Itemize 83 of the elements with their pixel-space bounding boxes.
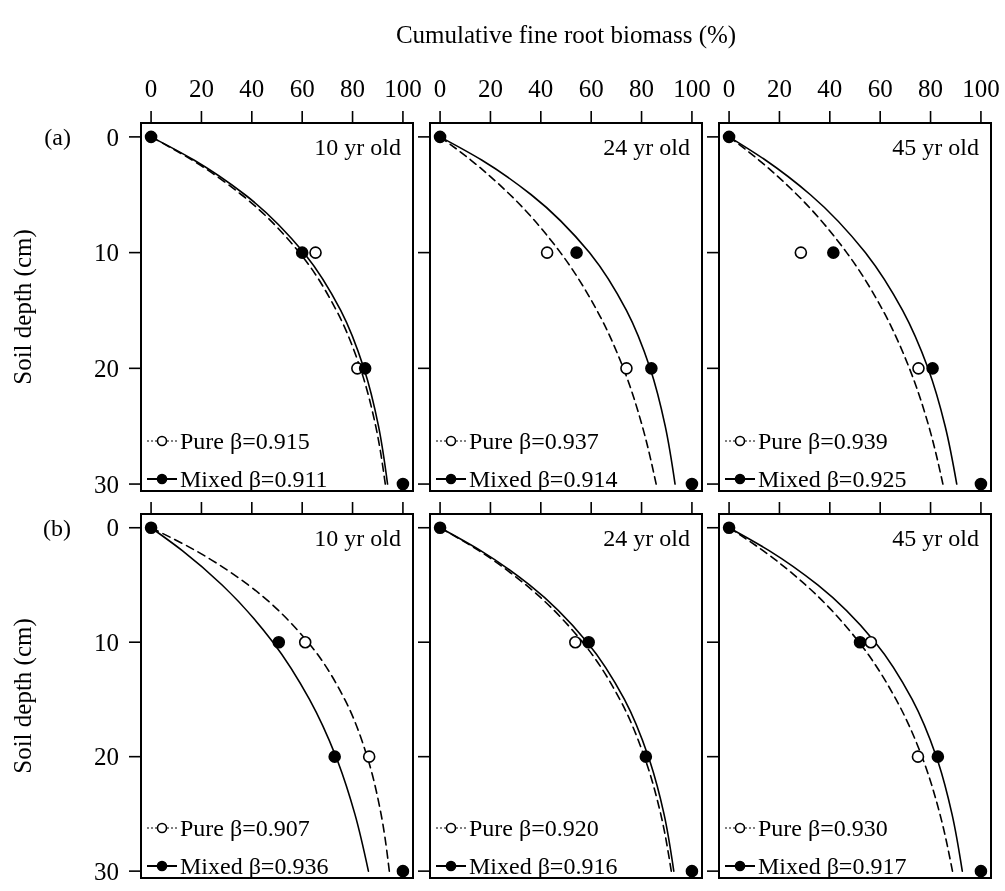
text: (a)	[44, 124, 71, 151]
point	[433, 130, 447, 144]
point	[639, 750, 653, 763]
x-tick-label: 0	[144, 75, 158, 102]
x-tick-label: 40	[528, 75, 554, 102]
y-axis-title: Soil depth (cm)	[9, 229, 37, 385]
y-tick-label: 30	[94, 470, 119, 498]
point	[685, 864, 699, 878]
legend-label: Mixed β=0.914	[469, 466, 618, 493]
point	[645, 362, 658, 375]
point	[582, 635, 595, 649]
point	[362, 750, 376, 763]
x-tick-label: 100	[384, 75, 422, 102]
point	[722, 130, 736, 144]
x-tick-label: 80	[629, 75, 655, 102]
annotation: 45 yr old	[892, 134, 979, 160]
point	[722, 521, 736, 535]
point	[433, 521, 447, 535]
point	[295, 246, 309, 259]
x-tick-label: 80	[340, 75, 366, 102]
y-tick-label: 30	[94, 857, 119, 885]
x-tick-label: 40	[817, 75, 843, 102]
legend-label: Mixed β=0.911	[180, 466, 328, 493]
point	[926, 362, 939, 375]
point	[272, 635, 286, 649]
x-tick-label: 20	[766, 75, 792, 102]
point	[569, 635, 582, 649]
point	[309, 246, 322, 259]
x-axis-title: Cumulative fine root biomass (%)	[395, 21, 737, 49]
point	[570, 246, 583, 259]
point	[328, 750, 341, 763]
x-tick-label: 40	[239, 75, 265, 102]
y-tick-label: 10	[94, 628, 119, 656]
point	[853, 635, 867, 649]
point	[144, 130, 158, 144]
point	[685, 477, 699, 491]
x-tick-label: 60	[867, 75, 893, 102]
x-tick-label: 60	[289, 75, 315, 102]
legend-label: Pure β=0.930	[758, 815, 888, 842]
legend-label: Mixed β=0.925	[758, 466, 907, 493]
x-tick-label: 20	[477, 75, 503, 102]
point	[974, 864, 988, 878]
x-tick-label: 60	[578, 75, 604, 102]
point	[827, 246, 840, 259]
legend-label: Pure β=0.907	[180, 815, 310, 842]
annotation: 24 yr old	[603, 134, 690, 160]
x-tick-label: 0	[722, 75, 736, 102]
annotation: 10 yr old	[314, 525, 401, 551]
x-tick-label: 0	[433, 75, 447, 102]
x-tick-label: 100	[673, 75, 711, 102]
annotation: 10 yr old	[314, 134, 401, 160]
y-tick-label: 20	[94, 355, 119, 383]
annotation: 24 yr old	[603, 525, 690, 551]
point	[912, 362, 925, 375]
legend-label: Pure β=0.937	[469, 428, 599, 455]
y-tick-label: 0	[106, 123, 119, 151]
point	[396, 477, 410, 491]
legend-label: Mixed β=0.917	[758, 853, 907, 880]
point	[144, 521, 158, 535]
point	[540, 246, 554, 259]
point	[620, 362, 633, 375]
point	[911, 750, 925, 763]
legend-label: Pure β=0.920	[469, 815, 599, 842]
text: (b)	[43, 515, 71, 542]
y-tick-label: 20	[94, 743, 119, 771]
point	[864, 635, 878, 649]
x-tick-label: 20	[188, 75, 214, 102]
x-tick-label: 100	[962, 75, 1000, 102]
point	[931, 750, 945, 763]
annotation: 45 yr old	[892, 525, 979, 551]
point	[396, 864, 410, 878]
point	[974, 477, 988, 491]
x-tick-label: 80	[918, 75, 944, 102]
point	[298, 635, 312, 649]
legend-label: Pure β=0.915	[180, 428, 310, 455]
legend-label: Mixed β=0.936	[180, 853, 329, 880]
y-tick-label: 0	[106, 514, 119, 542]
point	[794, 246, 808, 259]
point	[358, 362, 372, 375]
legend-label: Mixed β=0.916	[469, 853, 618, 880]
y-tick-label: 10	[94, 239, 119, 267]
y-axis-title: Soil depth (cm)	[9, 618, 37, 774]
legend-label: Pure β=0.939	[758, 428, 888, 455]
